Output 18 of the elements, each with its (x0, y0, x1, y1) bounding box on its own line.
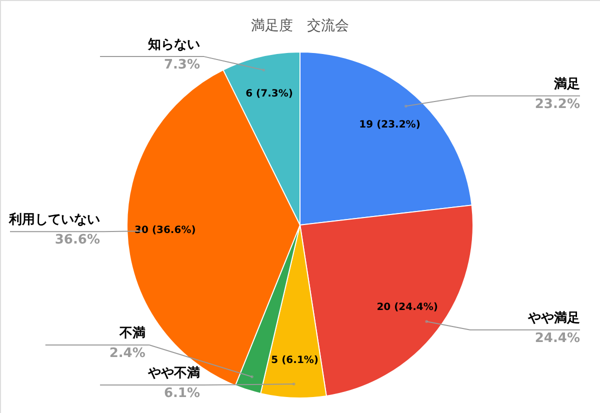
data-label: 30 (36.6%) (134, 225, 196, 236)
text: 2.4% (109, 346, 146, 361)
slice-label: 利用していない (8, 212, 100, 228)
text: 7.3% (164, 58, 200, 73)
text: 23.2% (534, 96, 580, 112)
text: 24.4% (534, 330, 580, 346)
slice-label: 不満 (118, 326, 146, 341)
slice-label: やや満足 (527, 310, 580, 326)
slice-label: やや不満 (147, 366, 200, 381)
data-label: 5 (6.1%) (271, 354, 318, 366)
slice-label: 知らない (147, 38, 200, 53)
data-label: 6 (7.3%) (246, 88, 293, 100)
text: 6.1% (164, 386, 200, 401)
chart-title: 満足度 交流会 (251, 18, 349, 34)
slice-label: 満足 (553, 76, 580, 92)
data-label: 20 (24.4%) (376, 302, 438, 313)
text: 36.6% (54, 232, 100, 248)
data-label: 19 (23.2%) (359, 119, 420, 130)
